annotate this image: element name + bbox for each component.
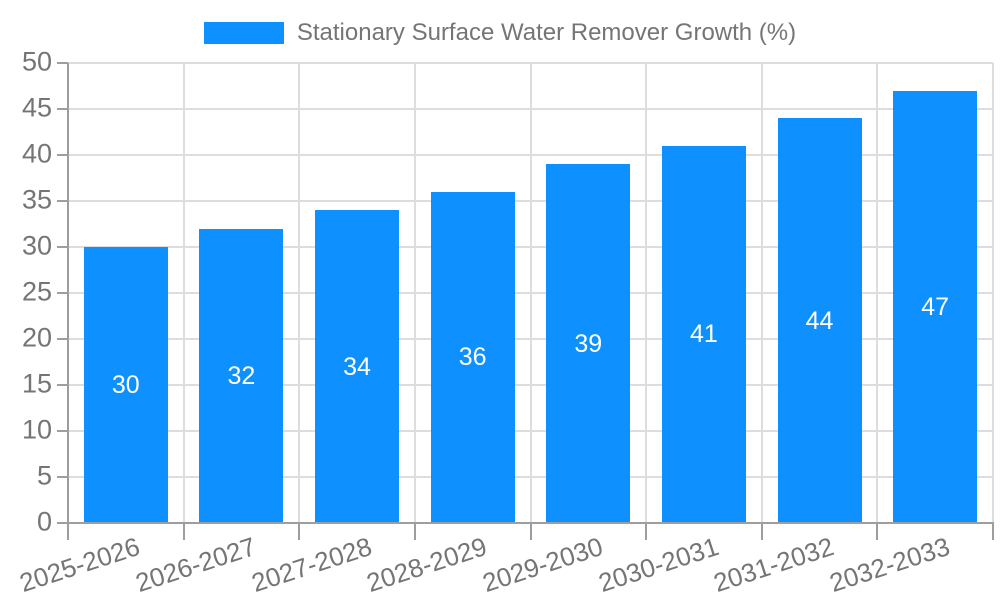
x-axis-tick-label: 2030-2031 xyxy=(594,531,722,599)
y-axis-tick xyxy=(57,476,68,478)
x-axis-tick-label: 2031-2032 xyxy=(709,531,838,599)
y-axis-tick xyxy=(57,384,68,386)
bar xyxy=(315,210,400,523)
chart-legend: Stationary Surface Water Remover Growth … xyxy=(0,19,1000,47)
bar-value-label: 44 xyxy=(805,306,834,335)
gridline-vertical xyxy=(876,63,879,523)
x-axis-tick xyxy=(760,523,763,540)
y-axis-tick xyxy=(57,62,68,64)
y-axis-tick-label: 5 xyxy=(36,460,52,491)
bar xyxy=(893,90,978,523)
y-axis-tick-label: 20 xyxy=(21,322,52,353)
legend-swatch xyxy=(203,22,284,44)
gridline-vertical xyxy=(298,63,301,523)
x-axis-tick xyxy=(67,523,69,540)
x-axis-tick xyxy=(413,523,416,540)
y-axis-tick-label: 35 xyxy=(21,184,52,215)
bar-value-label: 47 xyxy=(921,292,950,321)
bar xyxy=(661,145,746,523)
bar-value-label: 39 xyxy=(574,329,603,358)
x-axis-tick-label: 2032-2033 xyxy=(825,531,954,599)
gridline-vertical xyxy=(413,63,416,523)
y-axis-tick-label: 25 xyxy=(21,276,52,307)
x-axis-tick xyxy=(298,523,301,540)
y-axis-tick-label: 15 xyxy=(21,368,52,399)
x-axis-tick xyxy=(876,523,879,540)
x-axis-tick-label: 2025-2026 xyxy=(16,531,144,599)
x-axis-tick xyxy=(529,523,532,540)
x-axis-tick-label: 2027-2028 xyxy=(247,531,376,599)
bar xyxy=(777,118,862,523)
gridline-vertical xyxy=(529,63,532,523)
y-axis-tick xyxy=(57,108,68,110)
y-axis-tick xyxy=(57,338,68,340)
gridline-vertical xyxy=(760,63,763,523)
y-axis-tick xyxy=(57,200,68,202)
legend-label: Stationary Surface Water Remover Growth … xyxy=(296,19,797,46)
bar-value-label: 30 xyxy=(111,371,140,399)
x-axis-tick-label: 2028-2029 xyxy=(363,531,491,599)
y-axis-line xyxy=(67,63,69,525)
gridline-vertical xyxy=(182,63,185,523)
y-axis-tick-label: 50 xyxy=(21,46,52,77)
bar-value-label: 41 xyxy=(690,320,718,349)
y-axis-tick xyxy=(57,430,68,432)
x-axis-tick-label: 2029-2030 xyxy=(478,531,607,599)
x-axis-tick xyxy=(182,523,185,540)
bar-value-label: 32 xyxy=(227,361,256,390)
bar xyxy=(546,164,631,523)
gridline-vertical xyxy=(645,63,648,523)
y-axis-tick xyxy=(57,246,68,248)
x-axis-tick xyxy=(645,523,648,540)
gridline-vertical xyxy=(992,63,994,523)
bar xyxy=(83,247,168,523)
y-axis-tick xyxy=(57,522,68,524)
bar-value-label: 34 xyxy=(343,352,371,381)
y-axis-tick-label: 40 xyxy=(21,138,52,169)
x-axis-tick xyxy=(992,523,994,540)
bar xyxy=(430,191,515,523)
y-axis-tick-label: 45 xyxy=(21,92,52,123)
bar-value-label: 36 xyxy=(458,343,487,372)
y-axis-tick-label: 10 xyxy=(21,414,52,445)
y-axis-tick-label: 30 xyxy=(21,230,52,261)
x-axis-tick-label: 2026-2027 xyxy=(131,531,260,599)
bar xyxy=(199,228,284,523)
y-axis-tick xyxy=(57,154,68,156)
y-axis-tick-label: 0 xyxy=(36,506,52,537)
y-axis-tick xyxy=(57,292,68,294)
